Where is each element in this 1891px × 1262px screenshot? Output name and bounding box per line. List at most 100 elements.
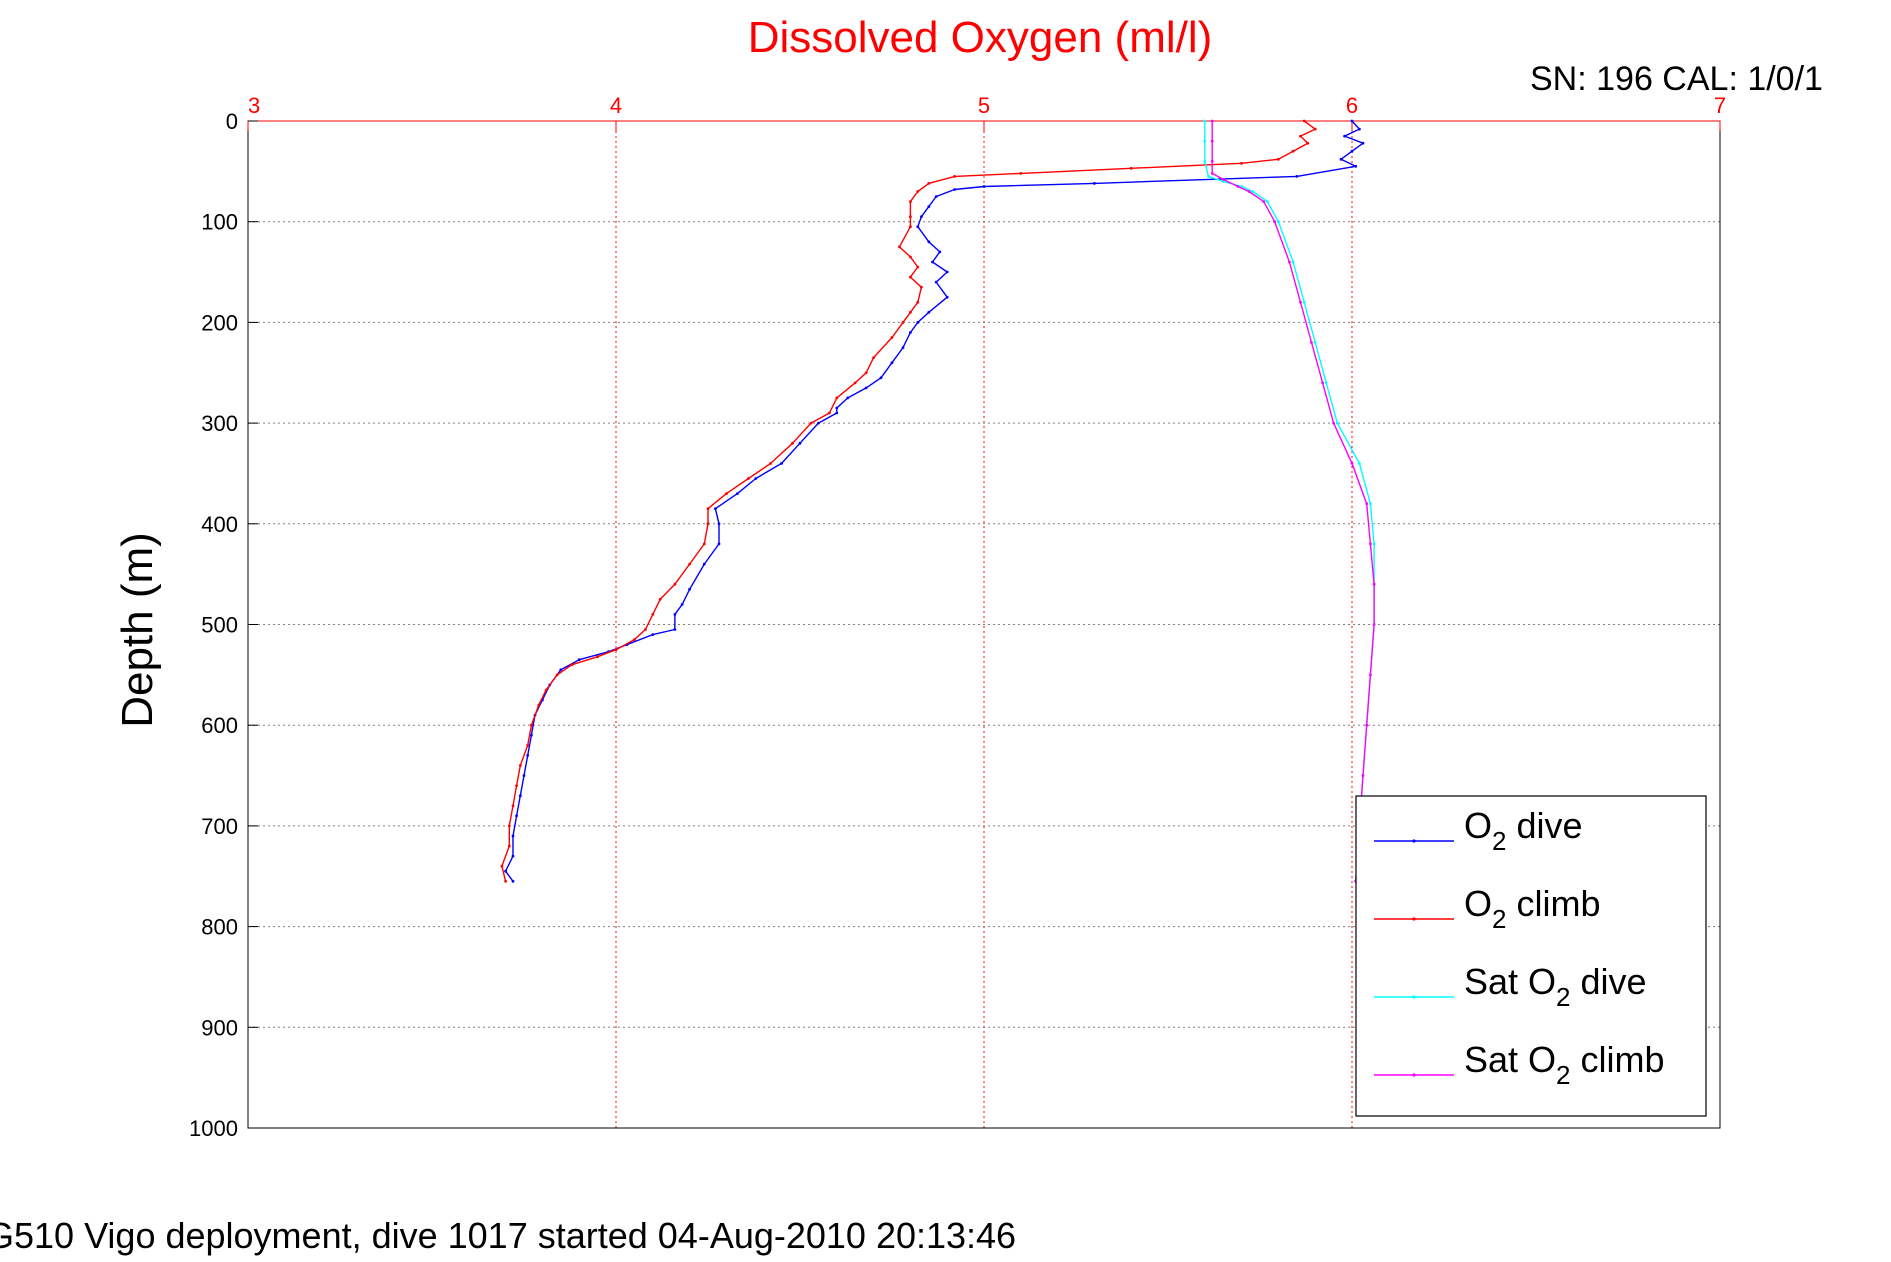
series-0-point-27 <box>864 386 868 390</box>
y-tick-label-1: 100 <box>201 210 238 235</box>
series-1-point-25 <box>864 371 868 375</box>
x-tick-label-3: 6 <box>1346 93 1358 118</box>
series-1-point-17 <box>916 265 920 269</box>
series-3-point-21 <box>1361 774 1365 777</box>
series-1-point-8 <box>1019 172 1023 175</box>
chart-title: Dissolved Oxygen (ml/l) <box>748 13 1213 62</box>
series-2-point-6 <box>1251 190 1254 193</box>
series-1-point-23 <box>890 336 894 339</box>
x-tick-label-2: 5 <box>978 93 990 118</box>
dive-info-footer: G510 Vigo deployment, dive 1017 started … <box>0 1215 1016 1256</box>
series-0-point-25 <box>890 361 894 365</box>
y-tick-label-7: 700 <box>201 814 238 839</box>
series-0-point-41 <box>680 603 684 606</box>
series-3-point-14 <box>1350 462 1354 465</box>
series-0-point-44 <box>651 633 655 636</box>
series-0-point-32 <box>798 441 802 445</box>
series-1-point-51 <box>518 764 522 767</box>
series-1-point-29 <box>809 421 813 425</box>
legend-marker-0 <box>1412 839 1416 843</box>
series-1-point-18 <box>909 275 912 279</box>
series-0-point-18 <box>945 270 949 274</box>
y-axis-label: Depth (m) <box>113 532 162 728</box>
series-2-point-3 <box>1207 175 1210 178</box>
series-1-point-50 <box>526 743 530 747</box>
series-1-point-0 <box>1302 119 1306 123</box>
series-3-point-0 <box>1210 119 1214 123</box>
series-0-point-55 <box>518 794 522 798</box>
series-1-point-33 <box>725 492 728 495</box>
series-1-point-6 <box>1240 161 1243 165</box>
x-tick-label-1: 4 <box>610 93 622 118</box>
series-1-point-54 <box>507 824 511 828</box>
series-2-point-13 <box>1335 421 1339 425</box>
series-1-point-21 <box>909 310 912 314</box>
series-1-point-22 <box>901 321 905 324</box>
series-3-point-11 <box>1310 341 1313 344</box>
series-1-point-20 <box>916 300 920 304</box>
series-1-point-47 <box>544 688 548 692</box>
series-0-point-24 <box>901 346 905 349</box>
series-0-point-6 <box>1354 164 1358 168</box>
y-tick-label-6: 600 <box>201 713 238 738</box>
series-0-point-19 <box>934 280 938 284</box>
series-3-point-5 <box>1236 185 1240 188</box>
y-tick-label-4: 400 <box>201 512 238 537</box>
series-1-point-38 <box>673 582 677 586</box>
series-1-point-11 <box>916 190 920 193</box>
legend-marker-1 <box>1412 917 1416 921</box>
series-1-point-24 <box>872 356 875 359</box>
series-1-point-49 <box>530 723 533 727</box>
series-0-point-47 <box>577 658 581 662</box>
series-0-point-1 <box>1358 127 1361 131</box>
series-3-point-7 <box>1262 200 1266 204</box>
series-1-point-16 <box>909 255 912 259</box>
series-0-point-58 <box>511 854 515 858</box>
x-tick-label-0: 3 <box>248 93 260 118</box>
y-tick-label-2: 200 <box>201 310 238 335</box>
series-0-point-23 <box>909 331 912 334</box>
series-0-point-4 <box>1350 149 1354 153</box>
serial-info-label: SN: 196 CAL: 1/0/1 <box>1530 60 1823 98</box>
series-0-point-20 <box>945 295 949 299</box>
series-1-point-10 <box>927 182 931 185</box>
series-1-point-44 <box>596 655 599 659</box>
legend-entry-3: Sat O2 climb <box>1374 1039 1665 1090</box>
series-0-point-15 <box>927 240 931 244</box>
x-tick-label-4: 7 <box>1714 93 1726 118</box>
legend-label-0: O2 dive <box>1464 805 1583 856</box>
series-1-point-46 <box>555 673 559 677</box>
series-1-point-12 <box>909 200 912 204</box>
series-3-point-17 <box>1372 582 1376 586</box>
series-0-point-37 <box>717 522 721 526</box>
series-1-point-7 <box>1129 166 1133 170</box>
x-axis-top: 3 4 5 6 7 <box>247 93 1726 131</box>
series-1-point-5 <box>1277 157 1280 161</box>
series-0-point-26 <box>879 376 883 380</box>
series-1 <box>500 119 1317 883</box>
legend-entry-2: Sat O2 dive <box>1374 961 1647 1012</box>
series-3-point-3 <box>1210 172 1214 175</box>
legend-label-3: Sat O2 climb <box>1464 1039 1665 1090</box>
series-3-point-4 <box>1221 178 1225 181</box>
series-0-point-54 <box>522 774 526 777</box>
series-3-point-10 <box>1299 300 1302 304</box>
series-1-point-9 <box>953 175 956 178</box>
series-0-point-2 <box>1343 134 1346 138</box>
series-1-point-52 <box>515 784 518 787</box>
series-3-point-13 <box>1332 421 1335 425</box>
series-0-point-57 <box>511 834 515 838</box>
series-1-point-2 <box>1299 134 1302 138</box>
series-layer <box>500 119 1376 883</box>
series-0-point-38 <box>717 542 721 546</box>
series-0-point-40 <box>688 587 691 591</box>
y-axis-left: 0 100 200 300 400 500 600 700 800 900 1000 <box>189 109 258 1141</box>
series-0-point-11 <box>934 195 938 198</box>
series-0-point-52 <box>530 733 533 737</box>
series-0-point-9 <box>982 185 986 188</box>
series-2-point-16 <box>1372 542 1376 546</box>
y-tick-label-9: 900 <box>201 1015 238 1040</box>
series-0-point-21 <box>927 310 931 314</box>
series-1-point-30 <box>791 441 794 445</box>
series-0-point-0 <box>1350 119 1354 123</box>
